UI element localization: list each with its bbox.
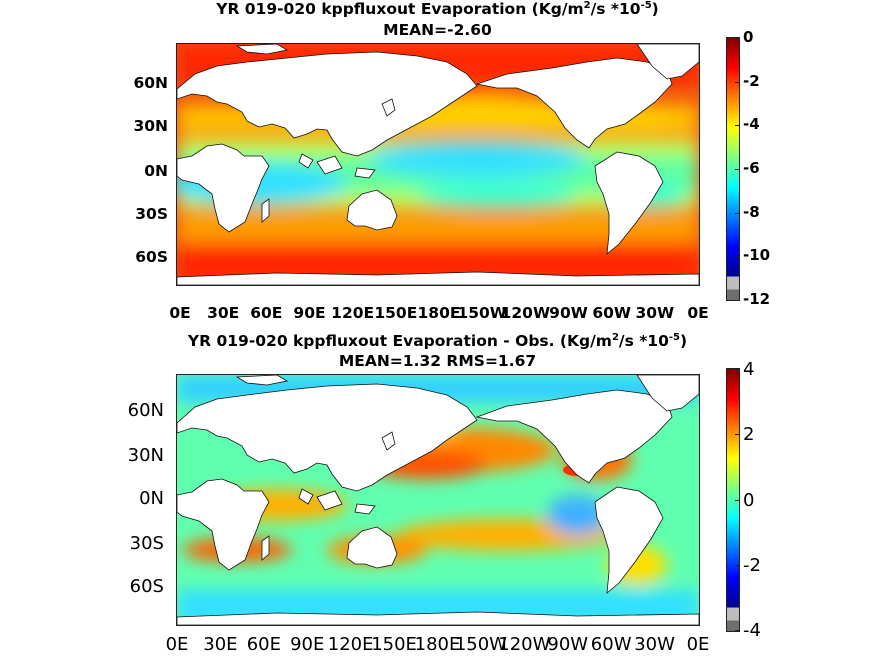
colorbar <box>726 368 740 632</box>
panel-stats: MEAN=1.32 RMS=1.67 <box>338 352 537 370</box>
lat-label: 0N <box>144 162 168 180</box>
lat-label: 60S <box>129 576 164 597</box>
lon-label: 90W <box>549 304 588 322</box>
colorbar-tick-mark <box>735 212 739 214</box>
land-masses <box>177 375 699 625</box>
colorbar <box>726 37 740 301</box>
lon-label: 30W <box>635 304 675 322</box>
lon-label: 120E <box>331 304 375 322</box>
colorbar-tick-label: -6 <box>743 159 760 177</box>
colorbar-tick-mark <box>735 38 739 39</box>
difference-map <box>176 374 700 626</box>
colorbar-tick-label: -12 <box>743 290 771 308</box>
colorbar-tick-mark <box>735 564 739 566</box>
panel-stats: MEAN=-2.60 <box>383 21 492 39</box>
lon-label: 60E <box>250 304 283 322</box>
colorbar-tick-mark <box>735 300 739 301</box>
lon-label: 150E <box>374 304 418 322</box>
lon-label: 180E <box>417 304 461 322</box>
title-sup: -5 <box>640 0 652 11</box>
lon-label: 180E <box>414 634 461 655</box>
lon-label: 0E <box>687 304 709 322</box>
lon-label: 30E <box>207 304 240 322</box>
colorbar-tick-mark <box>735 125 739 127</box>
lon-label: 90W <box>547 634 589 655</box>
panel-title: YR 019-020 kppfluxout Evaporation (Kg/m2… <box>0 1 875 18</box>
title-sup: 2 <box>611 332 619 343</box>
title-text: ) <box>679 332 688 350</box>
lat-label: 0N <box>139 488 164 509</box>
colorbar-tick-label: -2 <box>743 554 761 576</box>
lon-label: 90E <box>290 634 325 655</box>
lat-label: 30N <box>133 117 168 135</box>
lat-label: 30S <box>135 205 168 223</box>
lon-label: 150W <box>454 634 507 655</box>
lon-label: 120W <box>500 304 551 322</box>
colorbar-tick-label: 0 <box>743 28 754 46</box>
lon-label: 60W <box>590 634 632 655</box>
title-text: /s *10 <box>590 0 641 18</box>
evaporation-map <box>176 43 700 286</box>
colorbar-tick-label: -4 <box>743 620 761 641</box>
lon-label: 0E <box>169 304 191 322</box>
lon-label: 30E <box>203 634 238 655</box>
colorbar-tick-mark <box>735 630 739 631</box>
colorbar-tick-label: 2 <box>743 424 755 446</box>
land-masses <box>177 44 699 285</box>
colorbar-tick-label: -4 <box>743 115 760 134</box>
lon-label: 90E <box>293 304 326 322</box>
lon-label: 30W <box>634 634 675 655</box>
colorbar-tick-label: -8 <box>743 202 760 221</box>
colorbar-tick-label: -2 <box>743 71 760 90</box>
lon-label: 120E <box>327 634 374 655</box>
title-sup: -5 <box>668 332 680 343</box>
colorbar-tick-label: 4 <box>743 359 755 380</box>
title-text: ) <box>651 0 659 18</box>
title-text: YR 019-020 kppfluxout Evaporation (Kg/m <box>216 0 584 18</box>
panel-title: YR 019-020 kppfluxout Evaporation - Obs.… <box>0 333 875 350</box>
colorbar-tick-mark <box>735 499 739 501</box>
lat-label: 60N <box>127 400 164 421</box>
lon-label: 150E <box>371 634 417 655</box>
lat-label: 30S <box>129 533 164 554</box>
lat-label: 60S <box>135 248 168 266</box>
lon-label: 60E <box>246 634 281 655</box>
colorbar-tick-mark <box>735 369 739 370</box>
colorbar-tick-mark <box>735 434 739 436</box>
lon-label: 150W <box>457 304 507 322</box>
colorbar-tick-label: 0 <box>743 489 755 511</box>
lon-label: 0E <box>165 634 189 655</box>
colorbar-tick-mark <box>735 169 739 170</box>
lon-label: 120W <box>498 634 551 655</box>
lon-label: 60W <box>592 304 631 322</box>
title-sup: 2 <box>583 0 591 11</box>
colorbar-tick-mark <box>735 256 739 258</box>
title-text: /s *10 <box>618 332 669 350</box>
title-text: YR 019-020 kppfluxout Evaporation - Obs.… <box>187 332 612 350</box>
map-field <box>177 44 699 285</box>
lat-label: 60N <box>133 74 168 92</box>
map-field <box>177 375 699 625</box>
colorbar-tick-mark <box>735 81 739 83</box>
colorbar-tick-label: -10 <box>743 246 771 265</box>
lon-label: 0E <box>686 634 710 655</box>
lat-label: 30N <box>127 445 164 466</box>
